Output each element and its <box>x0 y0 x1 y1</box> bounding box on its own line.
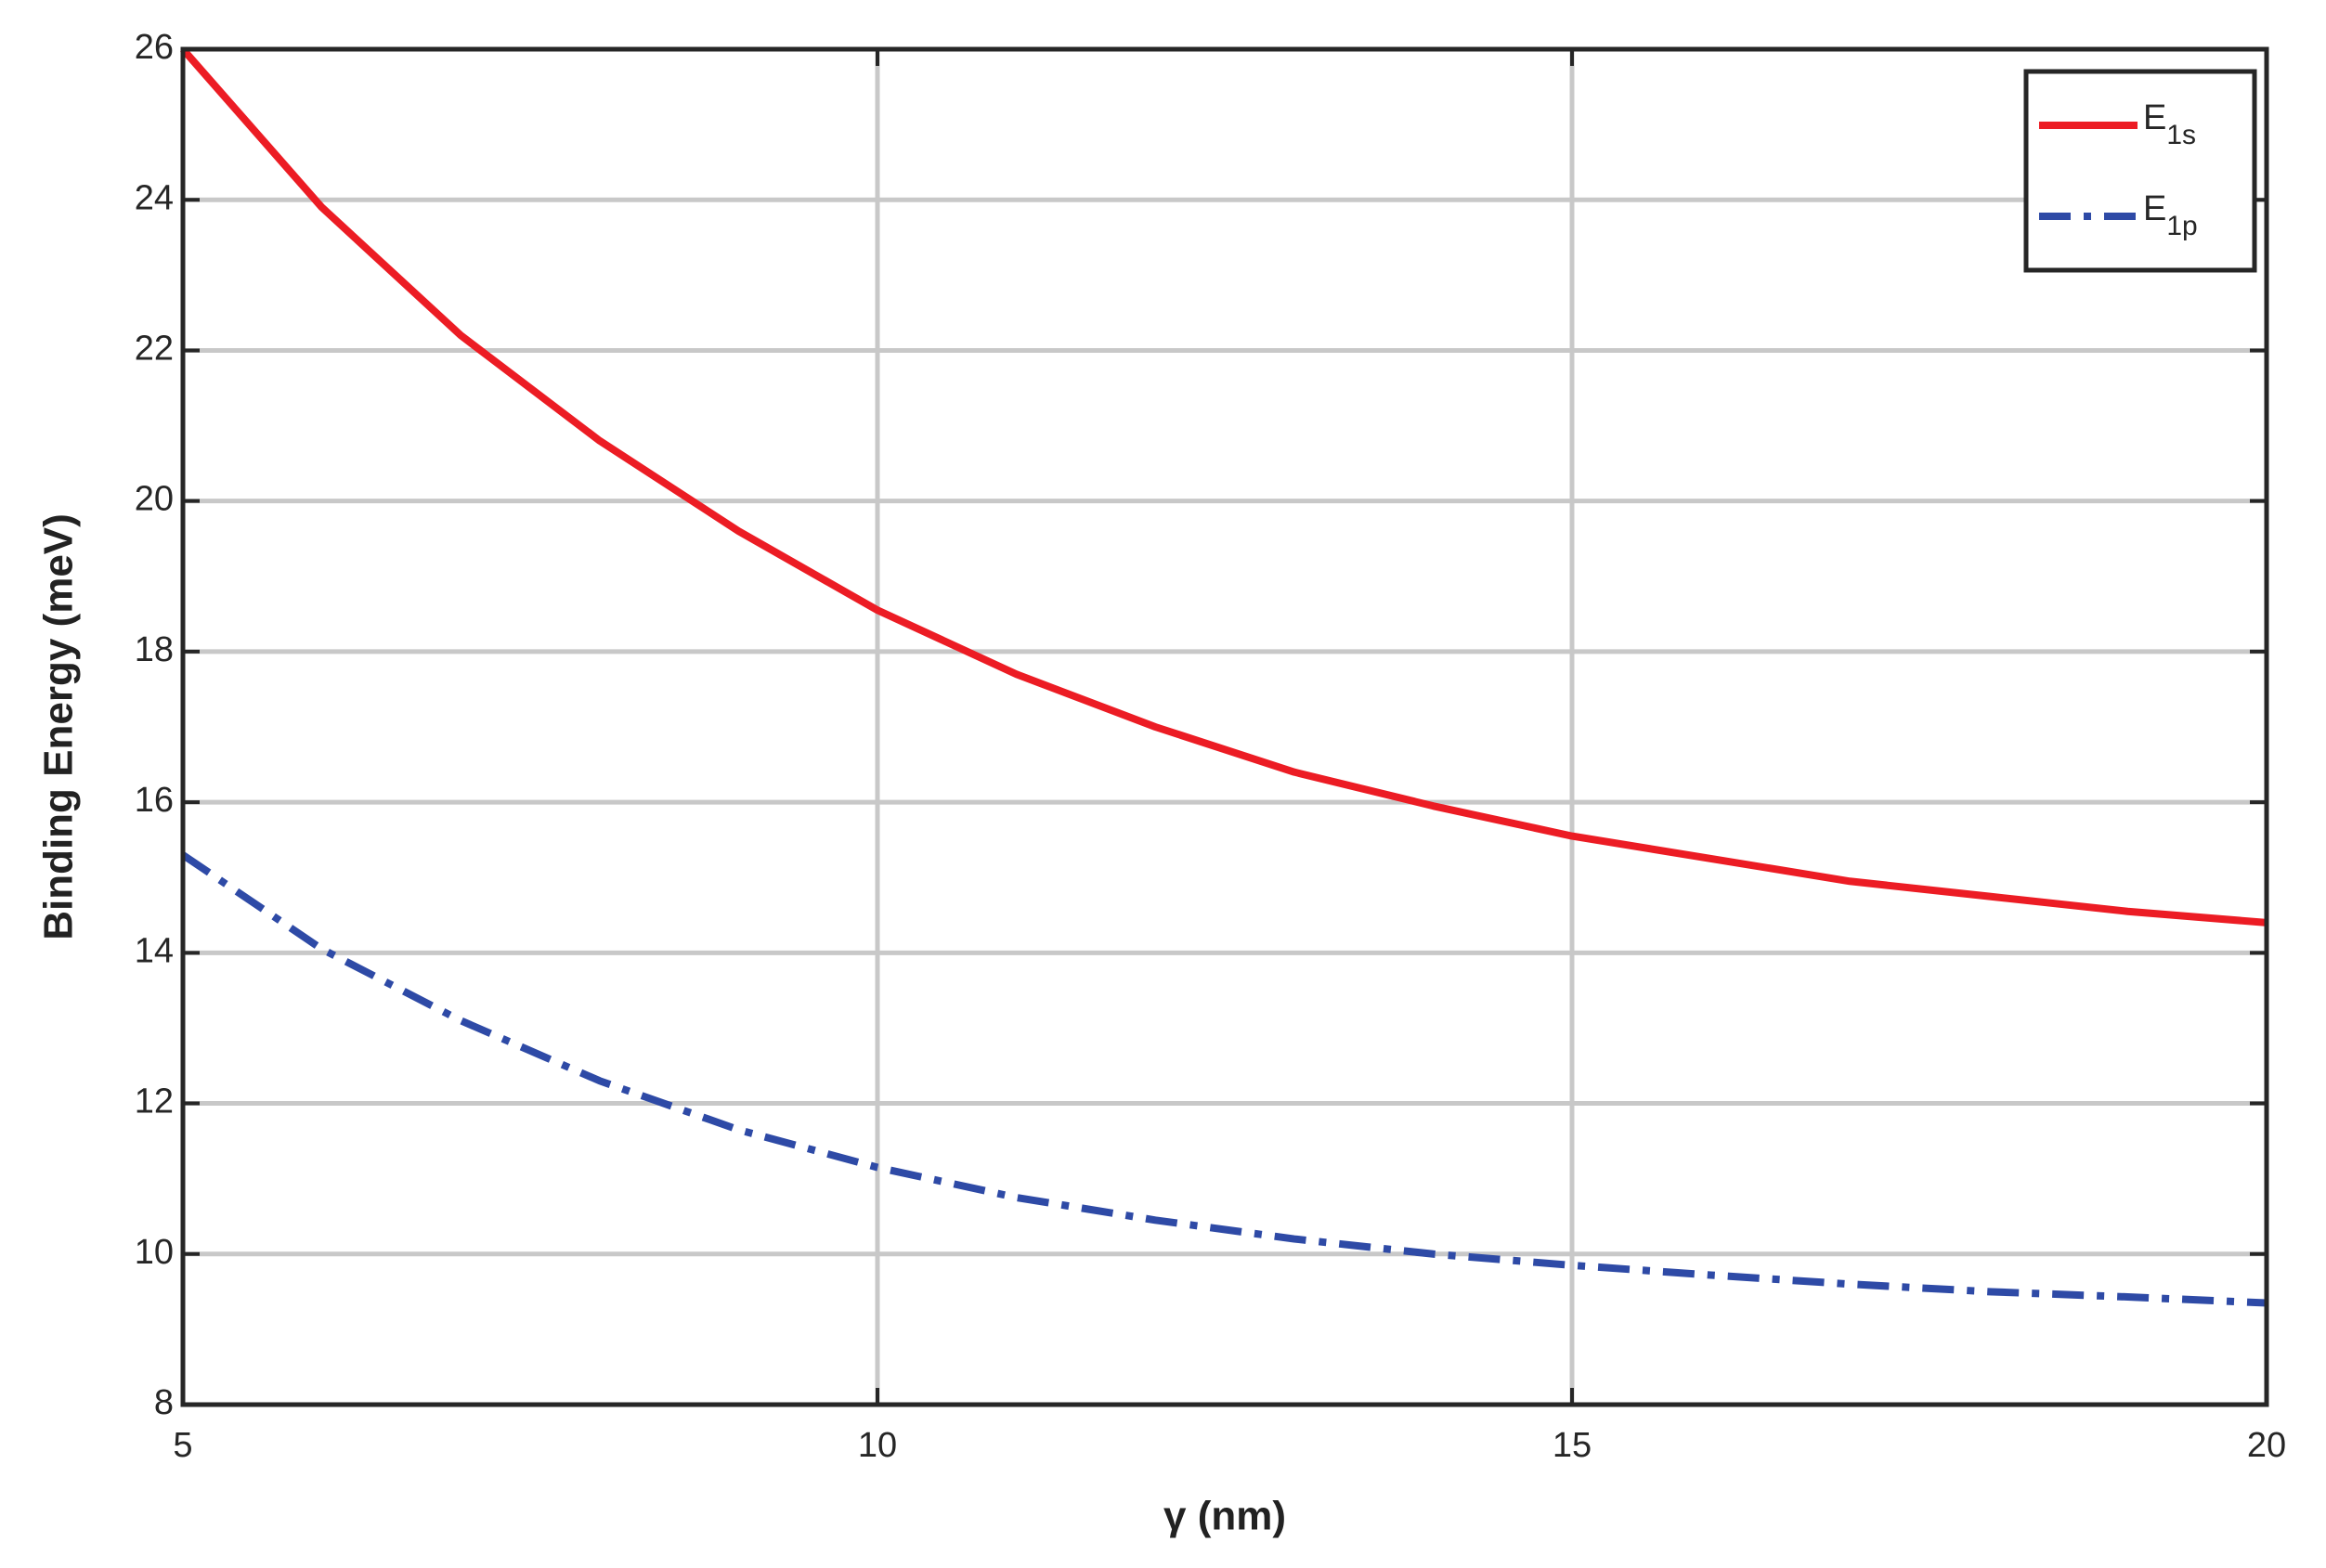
y-tick-label: 14 <box>135 931 174 970</box>
y-tick-label: 22 <box>135 329 174 368</box>
series-line <box>180 851 2268 1307</box>
x-axis-title: γ (nm) <box>1163 1494 1286 1539</box>
x-tick-label: 5 <box>173 1426 192 1465</box>
y-tick-label: 20 <box>135 480 174 519</box>
x-tick-label: 20 <box>2247 1426 2286 1465</box>
y-tick-label: 26 <box>135 28 174 67</box>
x-tick-label: 10 <box>858 1426 897 1465</box>
y-tick-label: 24 <box>135 178 174 217</box>
legend-label: E1p <box>2143 189 2198 241</box>
series-line <box>179 46 2268 927</box>
plot-frame <box>180 46 2269 1407</box>
y-axis-title: Binding Energy (meV) <box>36 513 82 940</box>
legend-box <box>2023 69 2257 273</box>
x-tick-label: 15 <box>1553 1426 1592 1465</box>
y-tick-label: 16 <box>135 781 174 820</box>
y-tick-label: 8 <box>154 1383 174 1422</box>
y-tick-label: 18 <box>135 630 174 669</box>
legend-label: E1s <box>2143 98 2196 150</box>
y-tick-label: 10 <box>135 1233 174 1272</box>
y-tick-label: 12 <box>135 1082 174 1121</box>
